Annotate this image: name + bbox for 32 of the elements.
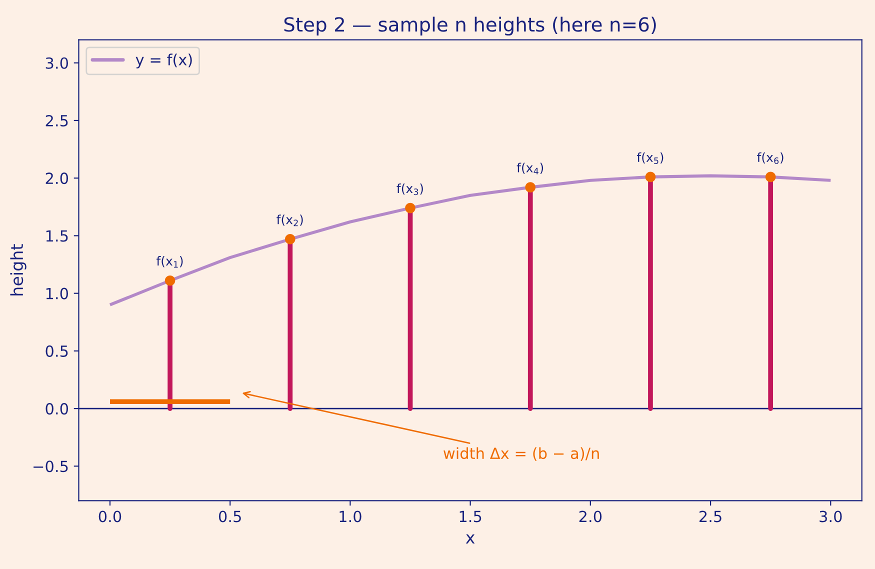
annotation: f(x$_{5}$) (636, 152, 664, 164)
y-tick-label: 1.0 (46, 288, 68, 300)
x-tick-label: 3.0 (820, 510, 842, 522)
y-tick-label: 0.5 (46, 345, 68, 357)
x-axis-title: x (466, 534, 475, 544)
x-tick-label: 2.5 (700, 510, 722, 522)
y-axis-title: height (10, 244, 26, 296)
y-tick-label: 1.5 (46, 230, 68, 242)
annotation: f(x$_{2}$) (276, 214, 303, 226)
x-tick-label: 0.0 (98, 510, 122, 522)
y-tick-label: 2.0 (46, 172, 68, 184)
chart-title: Step 2 — sample n heights (here n=6) (284, 16, 656, 36)
annotation: f(x$_{3}$) (396, 183, 423, 196)
y-tick-label: −0.5 (34, 460, 68, 472)
legend-label: y = f(x) (136, 54, 192, 68)
point (405, 202, 416, 214)
y-tick-label: 0.0 (46, 403, 68, 415)
y-tick-label: 3.0 (46, 57, 68, 69)
point (765, 172, 776, 182)
point (164, 275, 176, 286)
x-tick-label: 2.0 (579, 510, 602, 522)
x-tick-label: 1.5 (460, 510, 482, 522)
point (645, 172, 656, 182)
point (525, 182, 536, 192)
annotation: f(x$_{6}$) (757, 152, 784, 164)
annotation: f(x$_{4}$) (516, 162, 544, 174)
annotation: f(x$_{1}$) (156, 256, 183, 268)
point (284, 234, 296, 244)
y-tick-label: 2.5 (46, 114, 68, 127)
x-tick-label: 1.0 (340, 510, 362, 522)
x-tick-label: 0.5 (218, 510, 241, 522)
annotation: width Δx = (b − a)/n (444, 447, 599, 461)
